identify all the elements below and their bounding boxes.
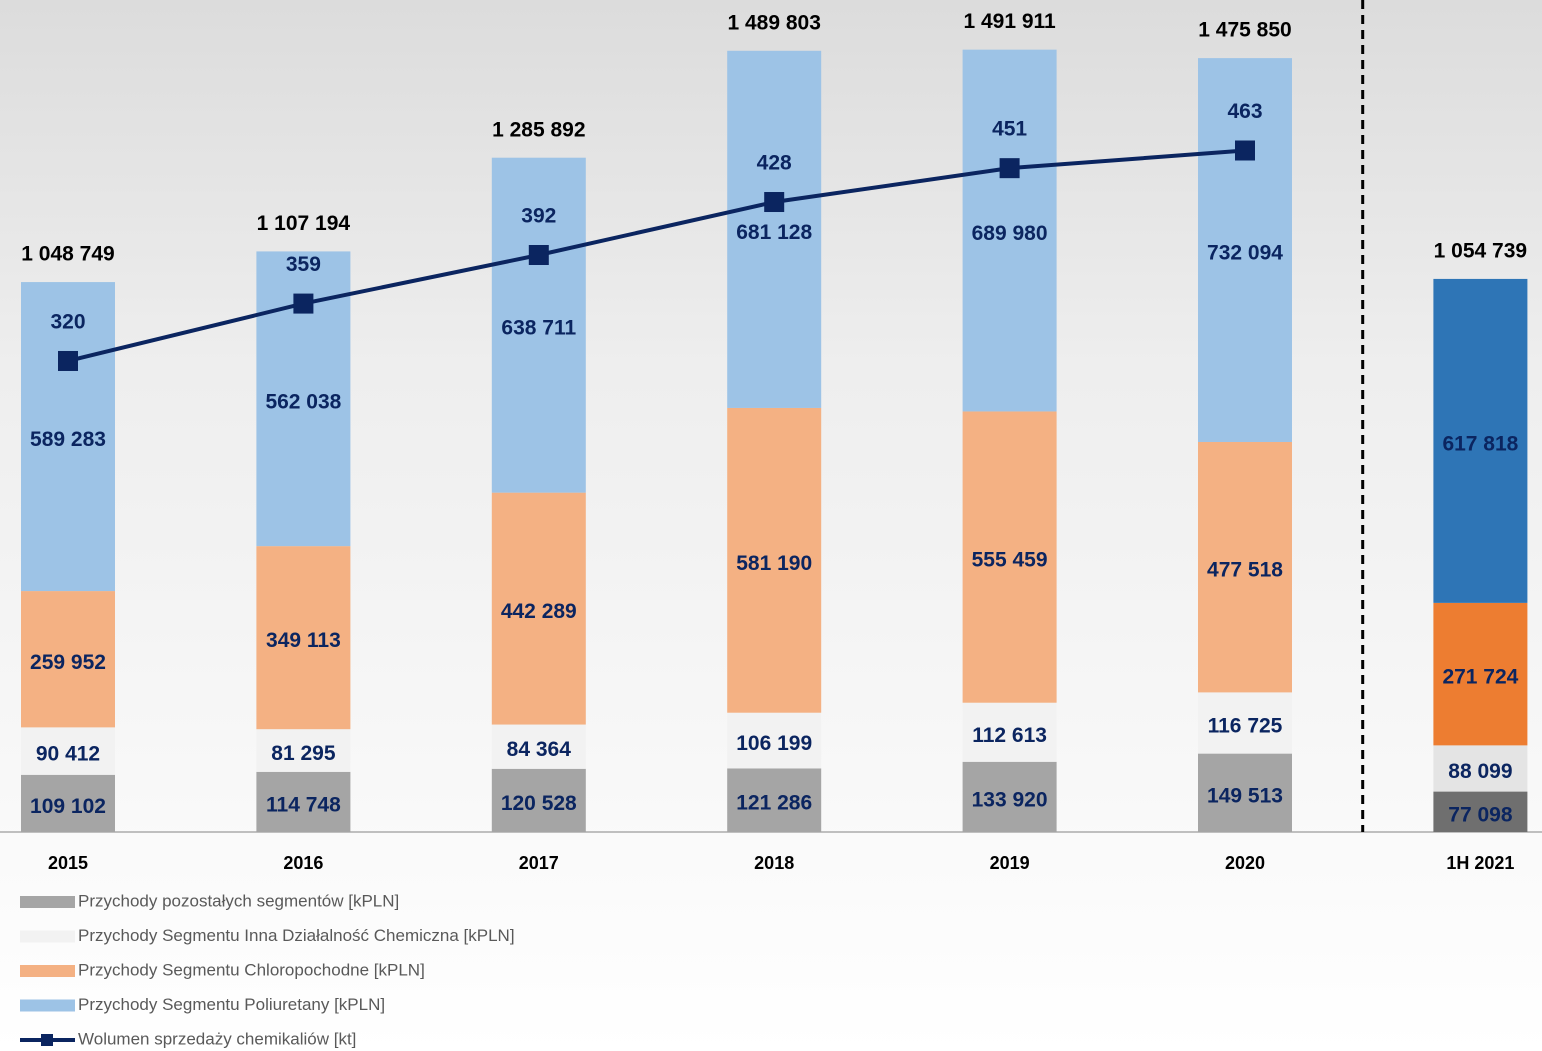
line-marker — [764, 192, 784, 212]
value-label: 77 098 — [1448, 803, 1513, 826]
line-value-label: 463 — [1227, 100, 1262, 123]
legend-swatch — [20, 1000, 75, 1012]
value-label: 581 190 — [736, 552, 812, 575]
legend-label: Przychody Segmentu Poliuretany [kPLN] — [78, 995, 385, 1014]
value-label: 120 528 — [501, 792, 577, 815]
value-label: 681 128 — [736, 221, 812, 244]
line-marker — [529, 245, 549, 265]
total-label: 1 054 739 — [1434, 239, 1527, 262]
line-marker — [1000, 158, 1020, 178]
total-label: 1 048 749 — [21, 243, 114, 266]
value-label: 149 513 — [1207, 784, 1283, 807]
chart: 109 102 90 412 259 952 589 283 1 048 749 2015… — [0, 0, 1542, 1051]
x-tick-label: 1H 2021 — [1446, 853, 1514, 873]
value-label: 477 518 — [1207, 559, 1283, 582]
value-label: 555 459 — [972, 549, 1048, 572]
line-marker — [293, 294, 313, 314]
value-label: 121 286 — [736, 792, 812, 815]
legend-swatch — [20, 965, 75, 977]
value-label: 114 748 — [266, 793, 341, 816]
value-label: 349 113 — [266, 629, 341, 652]
value-label: 88 099 — [1448, 760, 1512, 783]
x-tick-label: 2018 — [754, 853, 794, 873]
legend-label: Przychody Segmentu Inna Działalność Chem… — [78, 926, 515, 945]
line-value-label: 359 — [286, 253, 321, 276]
value-label: 112 613 — [972, 724, 1047, 747]
value-label: 81 295 — [271, 742, 336, 765]
x-tick-label: 2019 — [990, 853, 1030, 873]
value-label: 109 102 — [30, 795, 106, 818]
line-value-label: 428 — [757, 152, 792, 175]
line-value-label: 451 — [992, 118, 1027, 141]
legend-label: Przychody Segmentu Chloropochodne [kPLN] — [78, 960, 425, 979]
value-label: 106 199 — [736, 732, 812, 755]
value-label: 133 920 — [972, 788, 1048, 811]
line-value-label: 392 — [521, 205, 556, 228]
value-label: 562 038 — [265, 390, 341, 413]
value-label: 442 289 — [501, 600, 577, 623]
value-label: 689 980 — [972, 222, 1048, 245]
line-value-label: 320 — [50, 311, 85, 334]
value-label: 271 724 — [1442, 666, 1518, 689]
total-label: 1 491 911 — [963, 10, 1056, 33]
value-label: 259 952 — [30, 651, 106, 674]
legend-marker — [41, 1034, 53, 1046]
value-label: 116 725 — [1208, 715, 1283, 738]
value-label: 90 412 — [36, 743, 100, 766]
value-label: 732 094 — [1207, 242, 1283, 265]
line — [68, 150, 1245, 360]
line-marker — [58, 351, 78, 371]
total-label: 1 285 892 — [492, 118, 585, 141]
x-tick-label: 2020 — [1225, 853, 1265, 873]
line-marker — [1235, 140, 1255, 160]
total-label: 1 107 194 — [257, 212, 351, 235]
value-label: 638 711 — [501, 317, 576, 340]
total-label: 1 489 803 — [727, 11, 820, 34]
legend-label: Przychody pozostałych segmentów [kPLN] — [78, 891, 399, 910]
x-tick-label: 2015 — [48, 853, 88, 873]
value-label: 617 818 — [1442, 432, 1518, 455]
total-label: 1 475 850 — [1198, 19, 1291, 42]
x-tick-label: 2017 — [519, 853, 559, 873]
legend-swatch — [20, 896, 75, 908]
x-tick-label: 2016 — [283, 853, 323, 873]
legend-swatch — [20, 931, 75, 943]
value-label: 589 283 — [30, 428, 106, 451]
value-label: 84 364 — [507, 738, 572, 761]
legend-label: Wolumen sprzedaży chemikaliów [kt] — [78, 1029, 356, 1048]
